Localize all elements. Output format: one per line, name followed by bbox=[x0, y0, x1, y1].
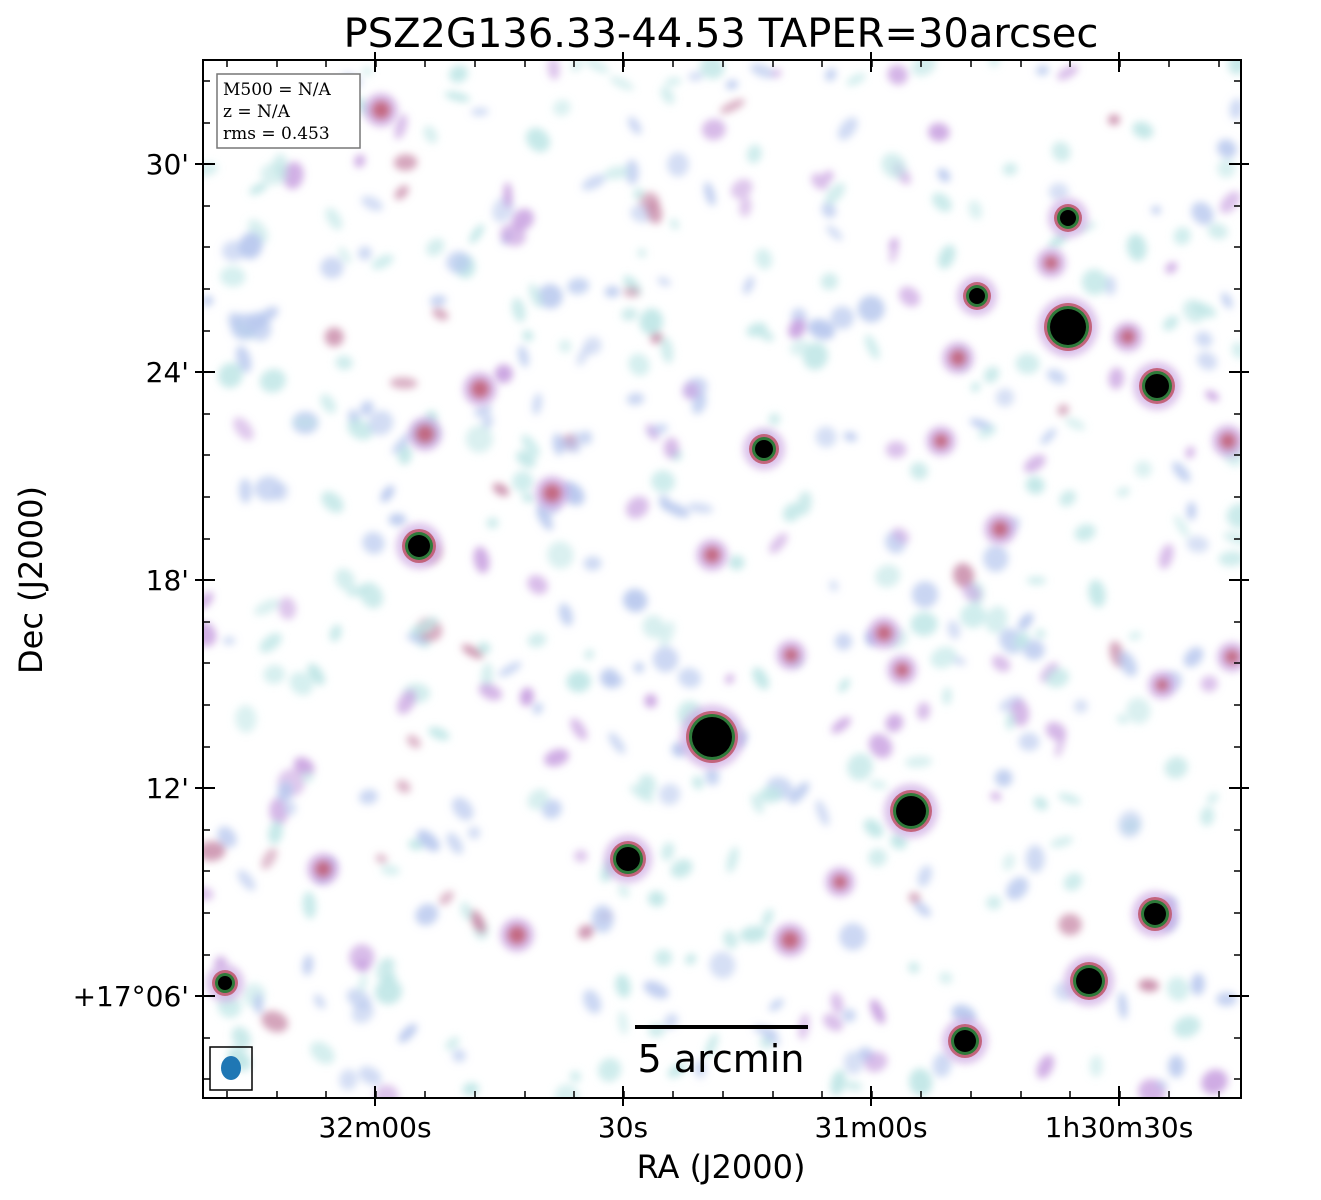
xtick-label-32m00s: 32m00s bbox=[318, 1111, 431, 1144]
ytick-label-18: 18' bbox=[146, 564, 189, 597]
bright-source bbox=[1132, 891, 1178, 937]
faint-source bbox=[776, 640, 806, 670]
radio-image bbox=[203, 60, 1241, 1098]
plot-title: PSZ2G136.33-44.53 TAPER=30arcsec bbox=[344, 11, 1099, 57]
bright-source bbox=[206, 964, 244, 1002]
faint-source bbox=[463, 372, 497, 406]
info-box: M500 = N/A z = N/A rms = 0.453 bbox=[216, 73, 361, 149]
ytick-label-12: 12' bbox=[146, 772, 189, 805]
faint-source bbox=[984, 513, 1016, 545]
noise-blobs bbox=[203, 60, 1241, 1098]
beam-ellipse bbox=[221, 1056, 241, 1080]
xtick-label-1h30m30s: 1h30m30s bbox=[1045, 1111, 1194, 1144]
faint-source bbox=[408, 417, 442, 451]
ytick-label-24: 24' bbox=[146, 356, 189, 389]
bright-source bbox=[957, 276, 997, 316]
xtick-label-30s: 30s bbox=[598, 1111, 648, 1144]
xtick-label-31m00s: 31m00s bbox=[814, 1111, 927, 1144]
bright-source bbox=[1064, 956, 1114, 1006]
bright-source bbox=[942, 1018, 988, 1064]
y-axis-label: Dec (J2000) bbox=[12, 486, 50, 674]
faint-source bbox=[307, 853, 339, 885]
faint-source bbox=[500, 918, 534, 952]
faint-source bbox=[773, 923, 807, 957]
faint-source bbox=[535, 476, 569, 510]
bright-source bbox=[884, 784, 938, 838]
info-z: z = N/A bbox=[223, 102, 291, 122]
bright-source bbox=[1048, 198, 1088, 238]
bright-source bbox=[743, 428, 785, 470]
info-rms: rms = 0.453 bbox=[223, 124, 330, 144]
scale-bar: 5 arcmin bbox=[635, 1025, 808, 1081]
faint-source bbox=[868, 617, 900, 649]
bright-source bbox=[680, 705, 744, 769]
ytick-label-06: +17°06' bbox=[73, 980, 189, 1013]
faint-source bbox=[1212, 425, 1241, 457]
bright-source bbox=[604, 835, 652, 883]
axis-ticks bbox=[195, 52, 1249, 1106]
faint-source bbox=[825, 867, 855, 897]
info-m500: M500 = N/A bbox=[223, 80, 332, 100]
faint-source bbox=[1036, 248, 1066, 278]
faint-source bbox=[696, 539, 728, 571]
faint-source bbox=[942, 342, 974, 374]
faint-source bbox=[1113, 322, 1143, 352]
bright-source bbox=[1133, 362, 1181, 410]
faint-source bbox=[1217, 642, 1241, 672]
ytick-label-30: 30' bbox=[146, 148, 189, 181]
faint-source bbox=[926, 426, 956, 456]
faint-source bbox=[364, 93, 398, 127]
radio-sources bbox=[206, 93, 1241, 1064]
bright-source bbox=[396, 523, 442, 569]
x-axis-label: RA (J2000) bbox=[637, 1148, 806, 1186]
faint-source bbox=[887, 655, 917, 685]
scale-bar-label: 5 arcmin bbox=[638, 1037, 805, 1081]
faint-source bbox=[1148, 671, 1176, 699]
bright-source bbox=[1038, 297, 1098, 357]
beam-indicator bbox=[209, 1046, 253, 1091]
